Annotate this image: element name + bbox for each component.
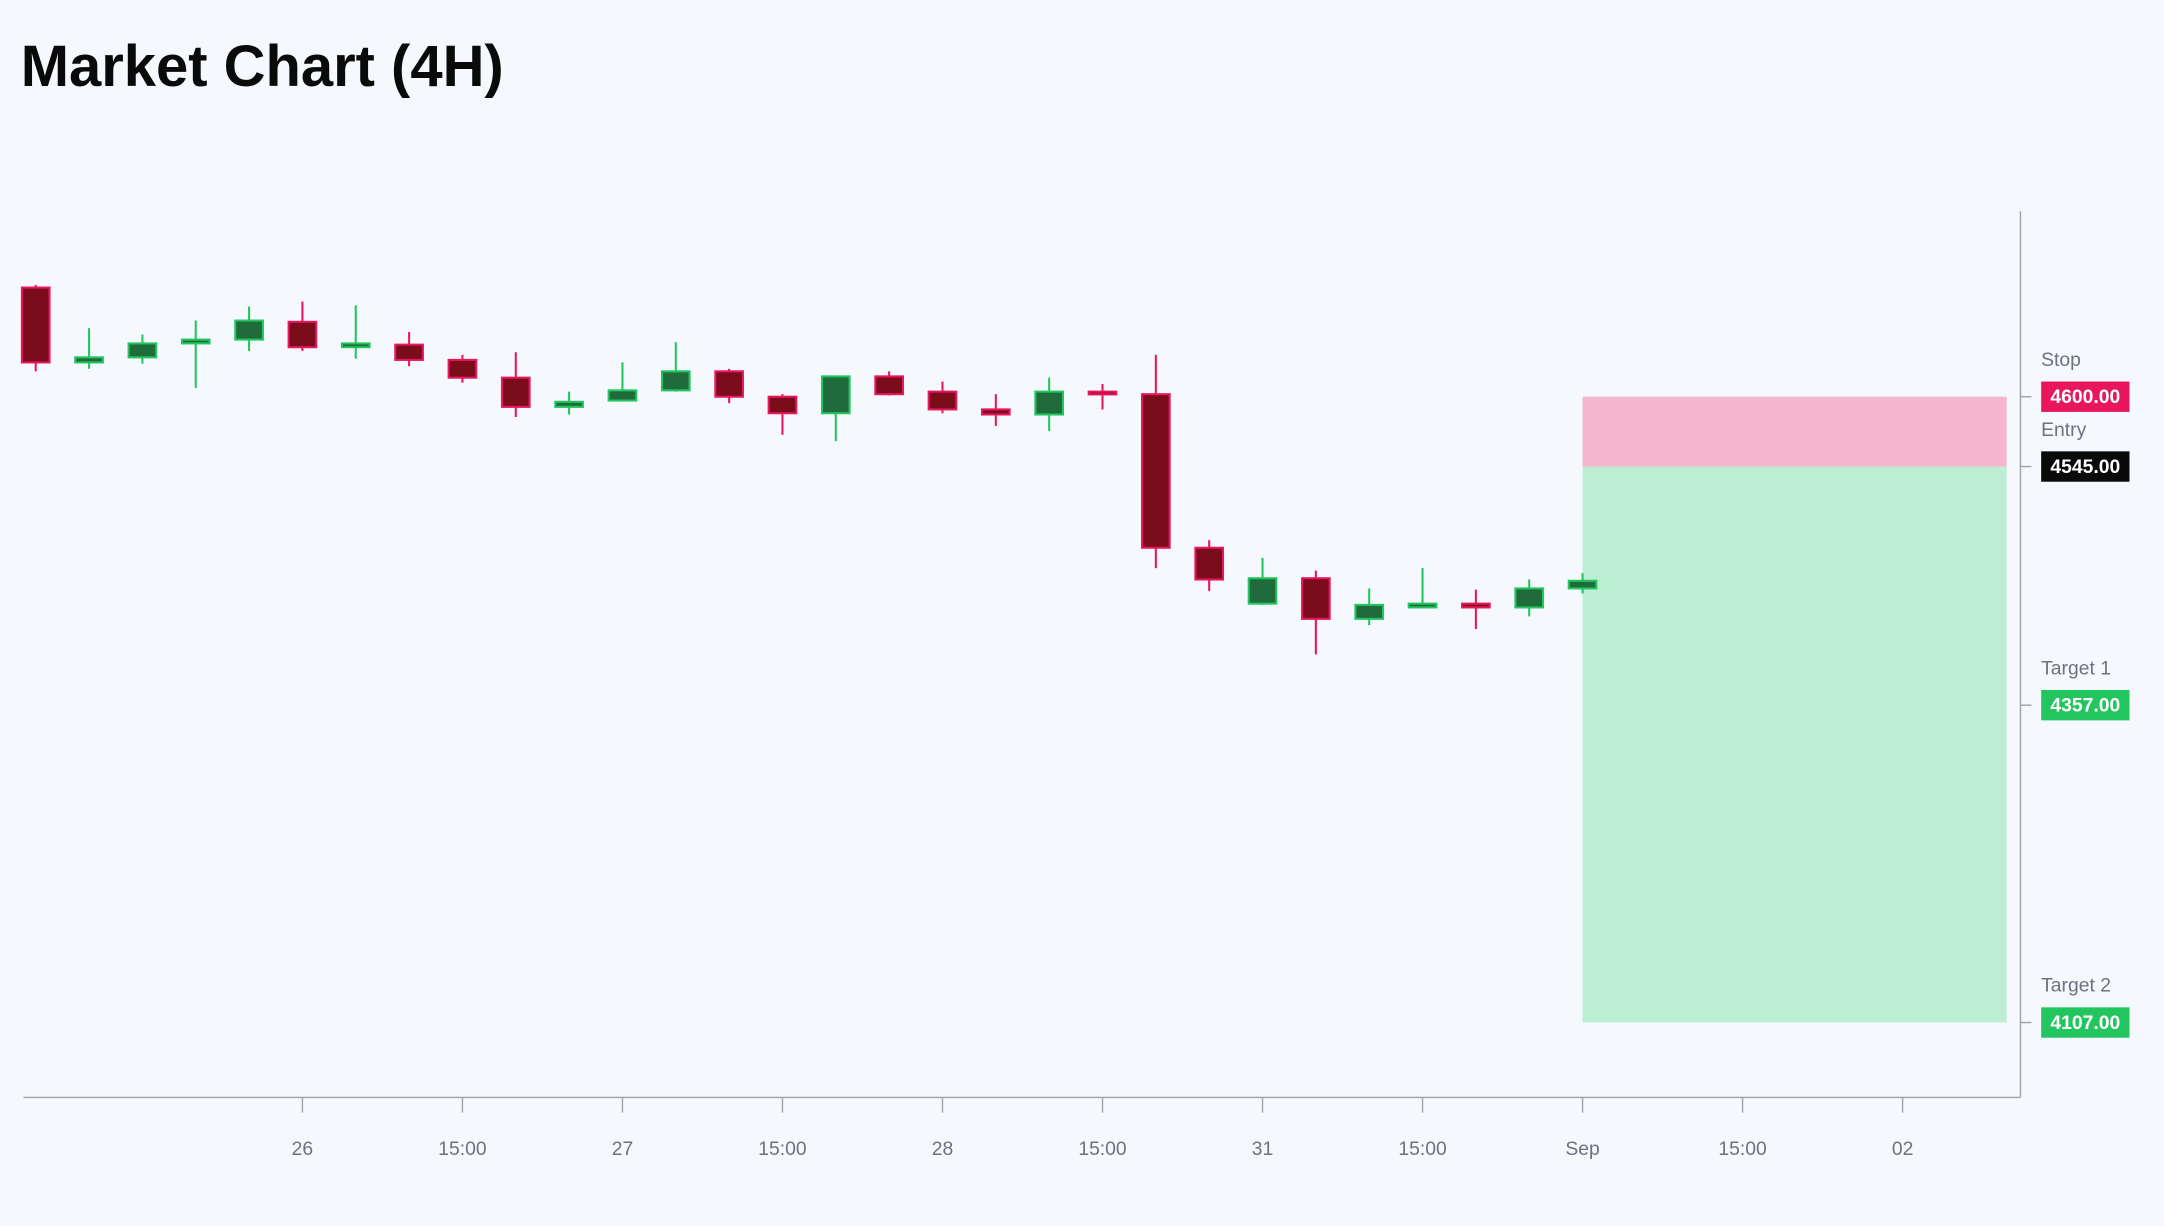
level-badge [2041,1007,2130,1038]
candle-body [767,395,798,415]
x-tick-label: 15:00 [758,1139,806,1160]
level-badge [2041,451,2130,482]
level-badge [2041,381,2130,412]
candle-body [447,358,478,379]
reward-zone [1582,466,2007,1023]
candle-body [1141,393,1171,549]
candle-body [287,320,318,349]
candle-body [1301,577,1331,620]
candle-body [1354,603,1385,620]
candle-body [660,370,691,392]
x-tick-label: 02 [1892,1139,1913,1160]
candle-body [1087,390,1118,396]
candle-body [874,375,904,396]
candle-body [340,342,371,349]
candle-body [1407,602,1438,609]
candle-body [1034,390,1065,416]
x-tick-label: 26 [292,1139,313,1160]
candle-body [1461,602,1491,609]
level-value: 4357.00 [2050,696,2120,717]
level-name: Stop [2041,350,2081,371]
x-tick-label: 15:00 [1718,1139,1766,1160]
level-value: 4600.00 [2050,387,2120,408]
candle-body [500,376,531,408]
risk-zone [1582,396,2007,467]
candle-body [180,338,211,345]
zones [1582,396,2007,1023]
candles [20,285,1598,655]
candle-body [1247,577,1278,605]
x-tick-label: Sep [1565,1139,1599,1160]
candle-body [1514,587,1545,609]
candle-body [820,375,851,415]
x-tick-label: 15:00 [1078,1139,1126,1160]
candle-body [1194,546,1225,581]
candle-body [127,342,158,359]
x-tick-label: 31 [1252,1139,1273,1160]
candle-body [714,370,744,398]
candle-body [74,356,104,364]
x-tick-label: 28 [932,1139,953,1160]
x-tick-label: 27 [612,1139,633,1160]
level-badge [2041,689,2130,721]
candle-body [394,343,424,361]
axis-labels: 26 15:00 27 15:00 28 15:00 31 15:00 Sep 15:00 02 St… [292,350,2130,1160]
candle-body [554,400,584,408]
x-tick-label: 15:00 [438,1139,486,1160]
candle-body [980,408,1011,416]
candle-body [20,286,51,364]
level-name: Target 1 [2041,658,2111,679]
candle-body [234,319,264,341]
level-name: Entry [2041,420,2086,441]
x-tick-label: 15:00 [1398,1139,1446,1160]
level-name: Target 2 [2041,976,2111,997]
chart-title: Market Chart (4H) [21,35,504,99]
candle-body [1567,579,1598,590]
candle-body [607,389,638,402]
level-value: 4107.00 [2050,1013,2120,1034]
level-value: 4545.00 [2050,457,2120,478]
candle-body [927,390,958,411]
